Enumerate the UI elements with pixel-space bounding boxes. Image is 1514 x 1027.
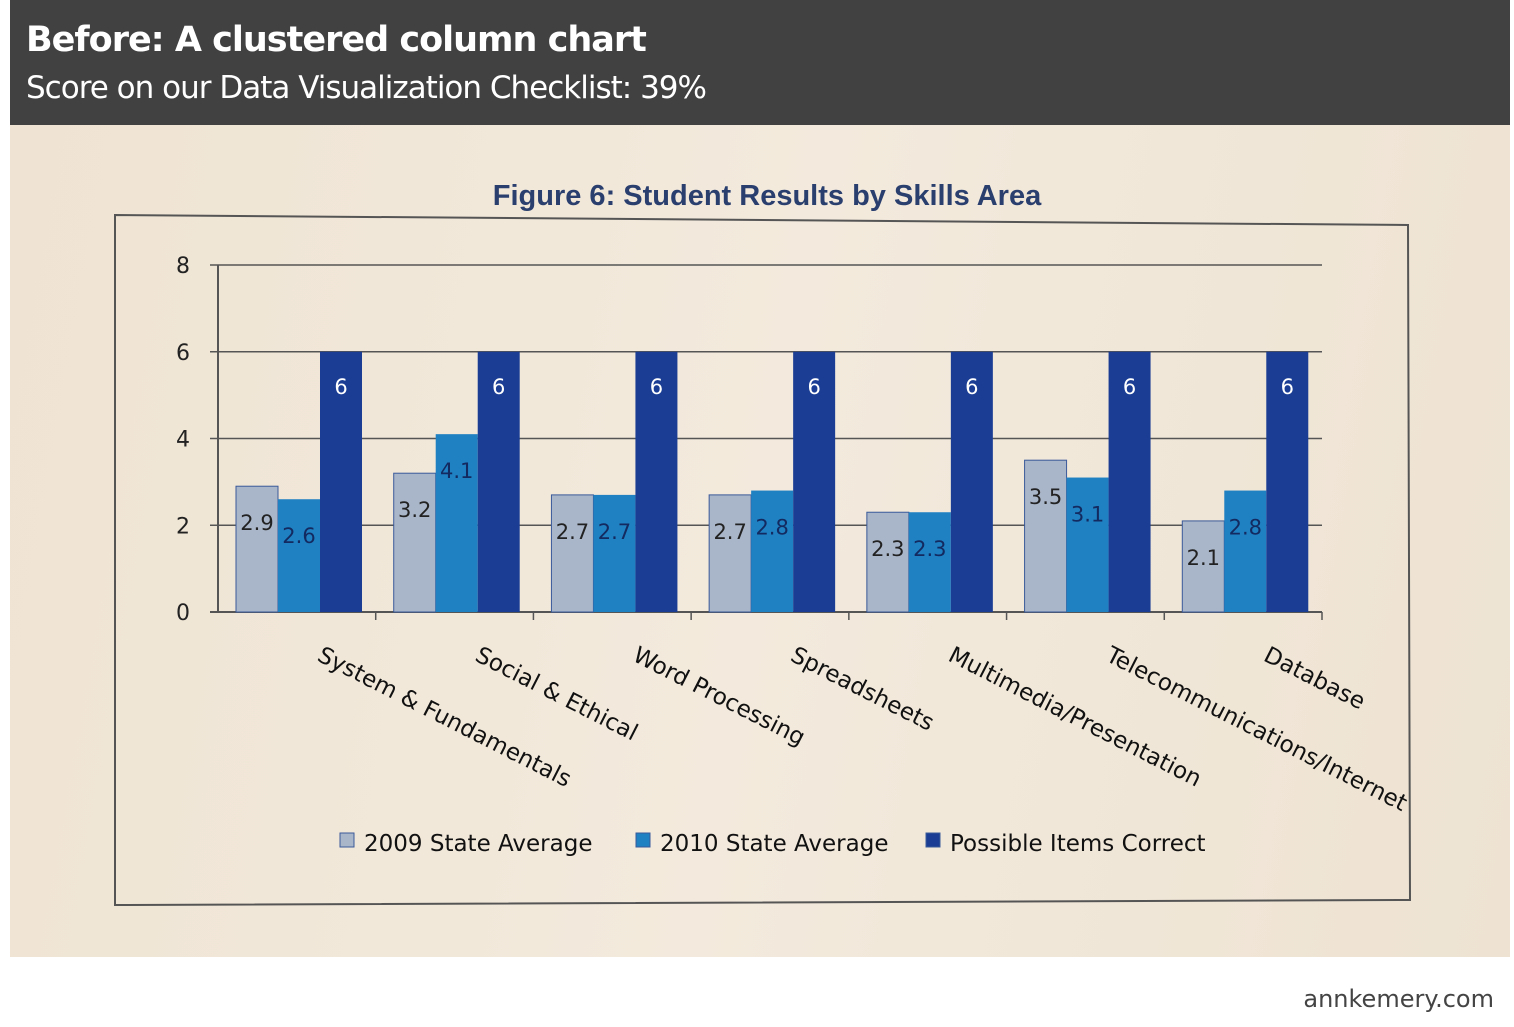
bar-2009-state-average bbox=[235, 485, 279, 613]
header-banner: Before: A clustered column chart Score o… bbox=[10, 0, 1510, 125]
bar-2009-state-average bbox=[1024, 459, 1068, 613]
bar-possible-items-correct bbox=[635, 351, 678, 612]
bar-2009-state-average bbox=[550, 494, 594, 613]
data-label: 2.9 bbox=[240, 511, 273, 535]
header-subtitle: Score on our Data Visualization Checklis… bbox=[26, 70, 707, 106]
chart-frame bbox=[114, 213, 1412, 907]
legend-label: Possible Items Correct bbox=[950, 831, 1206, 857]
bar-2009-state-average bbox=[393, 472, 437, 613]
data-label: 3.5 bbox=[1029, 485, 1062, 509]
data-label: 2.3 bbox=[913, 537, 946, 561]
header-title: Before: A clustered column chart bbox=[26, 20, 647, 60]
data-label: 2.6 bbox=[282, 524, 315, 548]
data-label: 2.7 bbox=[713, 520, 746, 544]
category-label: Database bbox=[1260, 642, 1370, 715]
bar-2010-state-average bbox=[1066, 477, 1109, 612]
bar-2010-state-average bbox=[1224, 490, 1267, 612]
y-tick-label: 6 bbox=[176, 341, 190, 366]
data-label: 6 bbox=[1123, 375, 1136, 399]
data-label: 2.8 bbox=[755, 516, 788, 540]
bar-2010-state-average bbox=[278, 499, 320, 612]
data-label: 2.7 bbox=[556, 520, 589, 544]
category-label: Spreadsheets bbox=[786, 642, 938, 736]
bar-2009-state-average bbox=[708, 494, 752, 613]
data-label: 2.8 bbox=[1229, 516, 1262, 540]
bar-possible-items-correct bbox=[793, 351, 836, 612]
data-label: 6 bbox=[965, 375, 978, 399]
data-label: 2.7 bbox=[598, 520, 631, 544]
legend-swatch bbox=[635, 832, 651, 848]
category-label: Telecommunications/Internet bbox=[1101, 642, 1411, 817]
bar-2010-state-average bbox=[751, 490, 794, 612]
data-label: 3.1 bbox=[1071, 503, 1104, 527]
bar-possible-items-correct bbox=[320, 351, 362, 612]
category-label: System & Fundamentals bbox=[313, 642, 575, 793]
data-label: 6 bbox=[334, 375, 347, 399]
bar-possible-items-correct bbox=[950, 351, 993, 612]
data-label: 6 bbox=[492, 375, 505, 399]
chart-title: Figure 6: Student Results by Skills Area bbox=[493, 180, 1042, 212]
legend-label: 2009 State Average bbox=[364, 831, 592, 857]
data-label: 4.1 bbox=[440, 459, 473, 483]
bar-2009-state-average bbox=[866, 511, 910, 613]
data-label: 6 bbox=[650, 375, 663, 399]
bar-possible-items-correct bbox=[477, 351, 520, 612]
legend-label: 2010 State Average bbox=[660, 831, 888, 857]
bar-2010-state-average bbox=[435, 434, 478, 612]
bar-possible-items-correct bbox=[1108, 351, 1151, 612]
y-tick-label: 8 bbox=[176, 254, 190, 279]
bar-2010-state-average bbox=[908, 512, 951, 612]
bar-2010-state-average bbox=[593, 494, 636, 612]
legend-swatch bbox=[339, 832, 355, 848]
bar-possible-items-correct bbox=[1266, 351, 1309, 612]
credit: annkemery.com bbox=[1303, 985, 1494, 1013]
legend-swatch bbox=[925, 832, 941, 848]
data-label: 2.3 bbox=[871, 537, 904, 561]
y-tick-label: 2 bbox=[176, 514, 190, 539]
data-label: 3.2 bbox=[398, 498, 431, 522]
data-label: 6 bbox=[807, 375, 820, 399]
data-label: 6 bbox=[1281, 375, 1294, 399]
y-tick-label: 4 bbox=[176, 428, 190, 453]
category-label: Multimedia/Presentation bbox=[944, 642, 1205, 792]
category-label: Word Processing bbox=[629, 642, 809, 751]
y-tick-label: 0 bbox=[176, 601, 190, 626]
data-label: 2.1 bbox=[1187, 546, 1220, 570]
